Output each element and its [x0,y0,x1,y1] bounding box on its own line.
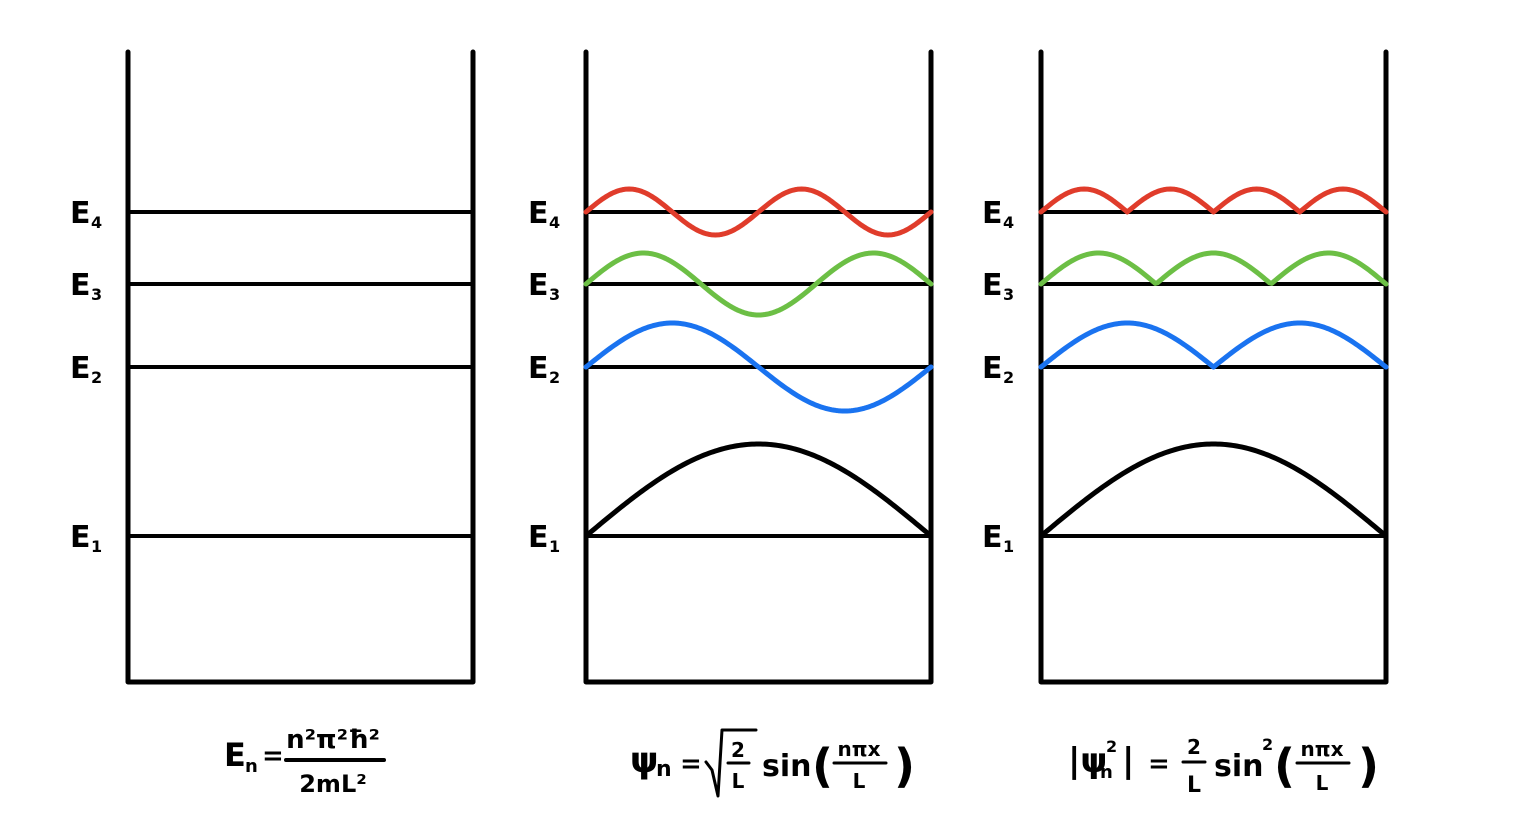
probability-lhs-subscript: n [1100,762,1113,783]
probability-sin-superscript: 2 [1262,735,1273,754]
level-subscript-e4: 4 [549,213,560,232]
wavefunction-arg-numerator: nπx [838,737,881,761]
energy-level-lines [128,210,473,538]
probability-lhs-superscript: 2 [1106,737,1117,756]
energy-level-labels: E 1E 2E 3E 4 [528,196,560,556]
wavefunction-arg-denominator: L [853,769,866,793]
probability-curve-n2 [1038,320,1389,370]
level-label-e2: E [528,351,549,386]
level-subscript-e4: 4 [91,213,102,232]
probability-sin: sin [1214,749,1264,784]
panel-energy-levels: E 1E 2E 3E 4 [70,49,476,685]
level-subscript-e1: 1 [1003,537,1014,556]
wavefunction-sqrt-denominator: L [732,769,745,793]
level-label-e1: E [528,520,549,555]
open-paren: ( [812,739,833,793]
level-label-e2: E [70,351,91,386]
level-subscript-e3: 3 [1003,285,1014,304]
probability-curve-n1 [1038,441,1389,539]
probability-coef-numerator: 2 [1187,735,1201,759]
probability-coef-denominator: L [1187,773,1201,798]
energy-numerator: n²π²ħ² [286,725,380,755]
wavefunction-curve-n2 [583,320,934,414]
energy-level-lines [586,210,931,538]
energy-level-labels: E 1E 2E 3E 4 [982,196,1014,556]
level-subscript-e1: 1 [549,537,560,556]
probability-arg-denominator: L [1316,771,1329,795]
close-paren: ) [894,739,915,793]
level-label-e1: E [982,520,1003,555]
level-subscript-e4: 4 [1003,213,1014,232]
level-label-e3: E [528,268,549,303]
wavefunction-lhs-subscript: n [656,757,672,782]
energy-lhs-subscript: n [245,756,258,777]
level-label-e3: E [982,268,1003,303]
energy-denominator: 2mL² [299,770,367,798]
level-subscript-e1: 1 [91,537,102,556]
wavefunction-curve-n3 [583,250,934,318]
probability-lhs-end: | [1122,741,1134,781]
energy-equals: = [262,741,284,771]
level-label-e4: E [982,196,1003,231]
level-subscript-e2: 2 [549,368,560,387]
panel-wavefunctions: E 1E 2E 3E 4 [528,49,934,685]
wavefunction-equation: ψ n = 2 L sin ( nπx L ) [630,728,915,798]
energy-level-lines [1041,210,1386,538]
wavefunction-equals: = [680,749,702,779]
level-subscript-e3: 3 [549,285,560,304]
probability-arg-numerator: nπx [1301,737,1344,761]
level-subscript-e2: 2 [1003,368,1014,387]
probability-curve-n4 [1038,186,1389,215]
energy-lhs: E [224,736,246,774]
wavefunction-curve-n1 [583,441,934,539]
probability-equation: |ψ n 2 | = 2 L sin 2 ( nπx L ) [1068,735,1379,798]
level-label-e2: E [982,351,1003,386]
wavefunction-sin: sin [762,749,812,784]
wavefunction-sqrt-numerator: 2 [731,738,745,762]
level-label-e4: E [70,196,91,231]
wavefunction-lhs: ψ [630,740,659,781]
energy-equation: E n = n²π²ħ² 2mL² [224,725,386,798]
probability-curves [1038,186,1389,539]
panel-probability-densities: E 1E 2E 3E 4 [982,49,1389,685]
probability-lhs: |ψ [1068,741,1107,781]
sqrt-sign-icon [704,728,758,798]
open-paren: ( [1274,739,1295,793]
level-label-e3: E [70,268,91,303]
wavefunction-curve-n4 [583,186,934,238]
wavefunction-curves [583,186,934,539]
level-label-e1: E [70,520,91,555]
close-paren: ) [1358,739,1379,793]
level-subscript-e2: 2 [91,368,102,387]
probability-equals: = [1148,749,1170,779]
level-label-e4: E [528,196,549,231]
level-subscript-e3: 3 [91,285,102,304]
probability-curve-n3 [1038,250,1389,287]
energy-level-labels: E 1E 2E 3E 4 [70,196,102,556]
